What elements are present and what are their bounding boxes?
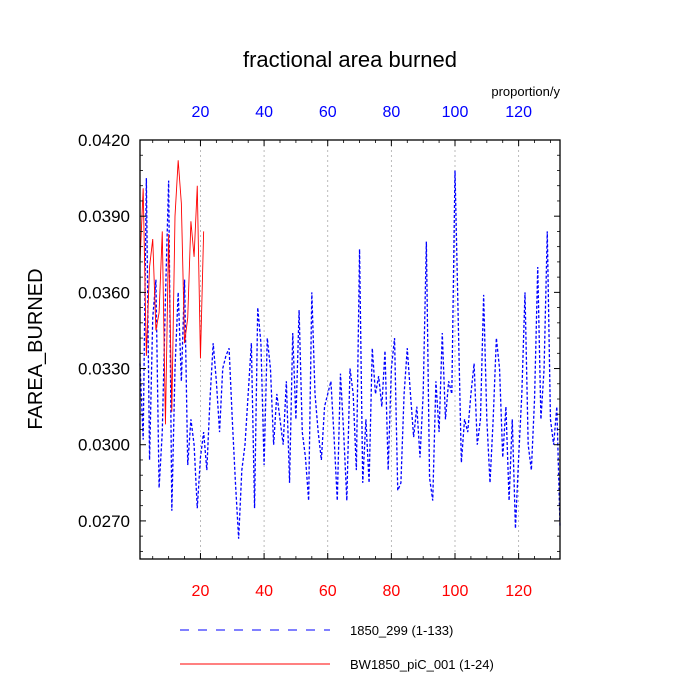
x-tick-label-bottom: 100 [442, 583, 469, 600]
top-axis-units: proportion/y [491, 84, 560, 99]
grid-lines [200, 140, 520, 559]
y-tick-label: 0.0360 [78, 283, 130, 302]
y-tick-label: 0.0420 [78, 131, 130, 150]
x-tick-label-top: 100 [442, 104, 469, 121]
y-tick-label: 0.0390 [78, 207, 130, 226]
x-tick-label-bottom: 20 [192, 583, 210, 600]
x-tick-label-bottom: 80 [382, 583, 400, 600]
x-tick-label-bottom: 120 [505, 583, 532, 600]
series-line-2 [139, 160, 205, 425]
y-axis-label: FAREA_BURNED [25, 268, 47, 429]
y-tick-label: 0.0330 [78, 360, 130, 379]
y-tick-label: 0.0270 [78, 512, 130, 531]
series-line-1 [139, 170, 561, 539]
axis-ticks: 20 20 40 40 60 60 80 80 100 100 120 120 0.0270 0.0300… [78, 104, 560, 600]
plot-frame [139, 139, 561, 560]
x-tick-label-top: 120 [505, 104, 532, 121]
chart-title: fractional area burned [243, 47, 457, 72]
x-tick-label-bottom: 40 [255, 583, 273, 600]
y-tick-label: 0.0300 [78, 436, 130, 455]
legend: 1850_299 (1-133) BW1850_piC_001 (1-24) [180, 623, 494, 672]
x-tick-label-top: 60 [319, 104, 337, 121]
series-lines [139, 160, 561, 539]
x-tick-label-top: 20 [192, 104, 210, 121]
x-tick-label-bottom: 60 [319, 583, 337, 600]
x-tick-label-top: 80 [382, 104, 400, 121]
legend-label-2: BW1850_piC_001 (1-24) [350, 657, 494, 672]
x-tick-label-top: 40 [255, 104, 273, 121]
legend-label-1: 1850_299 (1-133) [350, 623, 453, 638]
